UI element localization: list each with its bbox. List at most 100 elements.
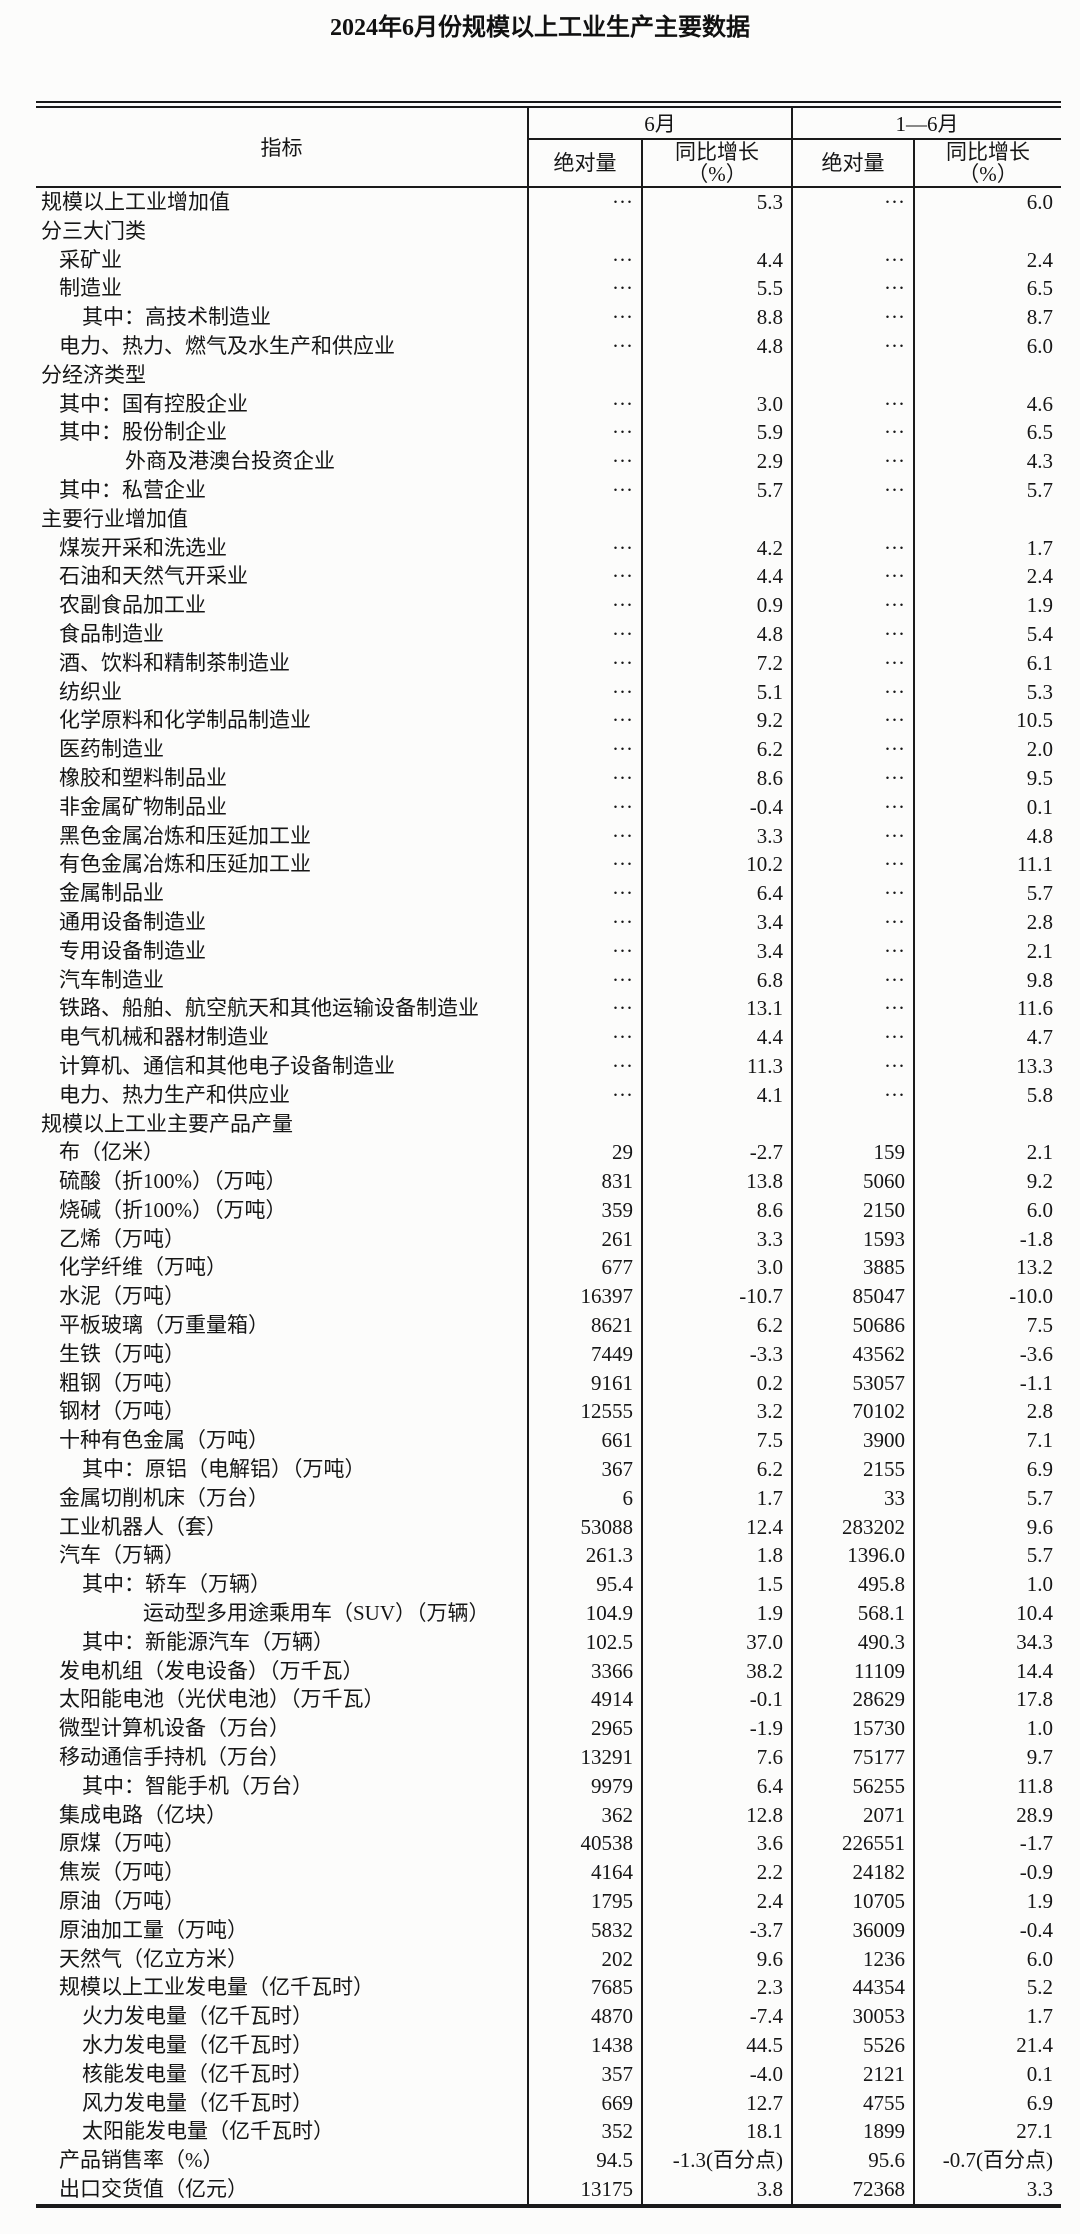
value-cell-june-absolute: 8621 (527, 1311, 642, 1340)
table-row: 电力、热力、燃气及水生产和供应业 ··· 4.8 ··· 6.0 (36, 331, 1061, 361)
indicator-cell: 风力发电量（亿千瓦时） (82, 2090, 313, 2115)
indicator-cell: 分经济类型 (41, 362, 146, 387)
value-cell-june-yoy: 13.1 (641, 994, 792, 1024)
value-cell-cum-absolute (791, 504, 914, 534)
value-cell-cum-absolute: 283202 (791, 1512, 914, 1542)
value-cell-cum-absolute: 4755 (791, 2088, 914, 2118)
value-cell-june-absolute: ··· (527, 965, 642, 995)
value-cell-june-yoy: 4.1 (641, 1080, 792, 1110)
value-cell-cum-absolute: 5526 (791, 2031, 914, 2060)
value-cell-cum-yoy: 2.8 (913, 1397, 1061, 1427)
value-cell-cum-yoy: -1.8 (913, 1224, 1061, 1254)
table-row: 运动型多用途乘用车（SUV）（万辆） 104.9 1.9 568.1 10.4 (36, 1599, 1061, 1628)
indicator-cell: 煤炭开采和洗选业 (59, 535, 227, 560)
value-cell-june-yoy: -3.3 (641, 1339, 792, 1369)
yoy-unit-label: （%） (958, 162, 1018, 186)
value-cell-cum-absolute: ··· (791, 879, 914, 908)
value-cell-june-yoy: 12.8 (641, 1800, 792, 1830)
value-cell-june-absolute: ··· (527, 1080, 642, 1110)
value-cell-june-absolute: ··· (527, 1023, 642, 1052)
value-cell-cum-yoy (913, 504, 1061, 534)
value-cell-june-absolute: 357 (527, 2059, 642, 2089)
value-cell-june-yoy: 4.2 (641, 533, 792, 563)
value-cell-june-yoy: 38.2 (641, 1656, 792, 1686)
table-row: 其中：高技术制造业 ··· 8.8 ··· 8.7 (36, 303, 1061, 332)
value-cell-june-yoy: 3.2 (641, 1397, 792, 1427)
value-cell-june-absolute: ··· (527, 763, 642, 793)
table-row: 水力发电量（亿千瓦时） 1438 44.5 5526 21.4 (36, 2031, 1061, 2060)
indicator-cell: 采矿业 (59, 247, 122, 272)
table-row: 原油（万吨） 1795 2.4 10705 1.9 (36, 1887, 1061, 1916)
value-cell-june-absolute: 7685 (527, 1973, 642, 2003)
indicator-cell: 微型计算机设备（万台） (59, 1716, 290, 1741)
table-row: 乙烯（万吨） 261 3.3 1593 -1.8 (36, 1224, 1061, 1254)
value-cell-cum-absolute: 2121 (791, 2059, 914, 2089)
value-cell-june-yoy: 6.4 (641, 1771, 792, 1801)
table-row: 其中：原铝（电解铝）（万吨） 367 6.2 2155 6.9 (36, 1455, 1061, 1484)
table-row: 通用设备制造业 ··· 3.4 ··· 2.8 (36, 907, 1061, 937)
value-cell-june-yoy: 6.2 (641, 1455, 792, 1484)
indicator-cell: 天然气（亿立方米） (59, 1946, 248, 1971)
indicator-cell: 通用设备制造业 (59, 909, 206, 934)
value-cell-cum-yoy: 6.9 (913, 1455, 1061, 1484)
indicator-cell: 汽车（万辆） (59, 1543, 185, 1568)
value-cell-cum-yoy: 11.1 (913, 850, 1061, 880)
value-cell-cum-yoy: -0.7(百分点) (913, 2146, 1061, 2175)
table-row: 出口交货值（亿元） 13175 3.8 72368 3.3 (36, 2174, 1061, 2206)
value-cell-june-yoy: 2.3 (641, 1973, 792, 2003)
indicator-cell: 电气机械和器材制造业 (59, 1025, 269, 1050)
value-cell-cum-yoy: 5.2 (913, 1973, 1061, 2003)
value-cell-cum-absolute: ··· (791, 763, 914, 793)
value-cell-cum-absolute: ··· (791, 418, 914, 448)
value-cell-june-absolute (527, 504, 642, 534)
value-cell-cum-yoy: 5.8 (913, 1080, 1061, 1110)
value-cell-cum-yoy: 2.4 (913, 562, 1061, 592)
value-cell-cum-yoy: 1.9 (913, 1887, 1061, 1916)
table-row: 采矿业 ··· 4.4 ··· 2.4 (36, 245, 1061, 275)
table-row: 移动通信手持机（万台） 13291 7.6 75177 9.7 (36, 1743, 1061, 1772)
table-row: 石油和天然气开采业 ··· 4.4 ··· 2.4 (36, 562, 1061, 592)
table-row: 硫酸（折100%）（万吨） 831 13.8 5060 9.2 (36, 1167, 1061, 1196)
value-cell-june-yoy: 4.4 (641, 1023, 792, 1052)
value-cell-june-absolute: ··· (527, 187, 642, 217)
value-cell-june-yoy (641, 1109, 792, 1139)
indicator-cell: 布（亿米） (59, 1140, 164, 1165)
value-cell-cum-absolute: 226551 (791, 1829, 914, 1859)
value-cell-cum-yoy: 6.1 (913, 648, 1061, 678)
indicator-cell: 其中：国有控股企业 (59, 391, 248, 416)
value-cell-cum-absolute: 11109 (791, 1656, 914, 1686)
value-cell-cum-absolute: 3900 (791, 1426, 914, 1456)
value-cell-june-yoy: -1.9 (641, 1714, 792, 1744)
value-cell-cum-yoy: 34.3 (913, 1627, 1061, 1657)
table-row: 医药制造业 ··· 6.2 ··· 2.0 (36, 735, 1061, 764)
value-cell-june-yoy: 1.9 (641, 1599, 792, 1628)
indicator-cell: 发电机组（发电设备）（万千瓦） (59, 1658, 364, 1683)
value-cell-cum-yoy: 28.9 (913, 1800, 1061, 1830)
value-cell-june-yoy: 1.5 (641, 1570, 792, 1600)
value-cell-cum-yoy: 21.4 (913, 2031, 1061, 2060)
col-group-jan-jun: 1—6月 (791, 104, 1061, 140)
value-cell-june-absolute: ··· (527, 303, 642, 332)
value-cell-june-yoy: 1.7 (641, 1483, 792, 1513)
value-cell-june-yoy: 12.4 (641, 1512, 792, 1542)
table-row: 其中：轿车（万辆） 95.4 1.5 495.8 1.0 (36, 1570, 1061, 1600)
value-cell-cum-absolute: 72368 (791, 2174, 914, 2206)
value-cell-cum-yoy: -1.7 (913, 1829, 1061, 1859)
indicator-cell: 原油加工量（万吨） (59, 1917, 248, 1942)
indicator-cell: 其中：高技术制造业 (82, 305, 271, 330)
indicator-cell: 其中：股份制企业 (59, 420, 227, 445)
table-row: 其中：私营企业 ··· 5.7 ··· 5.7 (36, 475, 1061, 505)
indicator-cell: 食品制造业 (59, 621, 164, 646)
value-cell-cum-absolute: 490.3 (791, 1627, 914, 1657)
col-header-cum-absolute: 绝对量 (791, 139, 914, 188)
value-cell-cum-absolute: 50686 (791, 1311, 914, 1340)
table-row: 原油加工量（万吨） 5832 -3.7 36009 -0.4 (36, 1915, 1061, 1945)
value-cell-cum-yoy: 5.7 (913, 1483, 1061, 1513)
table-row: 专用设备制造业 ··· 3.4 ··· 2.1 (36, 936, 1061, 966)
value-cell-cum-absolute: 70102 (791, 1397, 914, 1427)
value-cell-june-absolute: 2965 (527, 1714, 642, 1744)
value-cell-cum-absolute: 1593 (791, 1224, 914, 1254)
value-cell-cum-absolute: ··· (791, 677, 914, 707)
value-cell-cum-absolute: ··· (791, 245, 914, 275)
value-cell-june-absolute: ··· (527, 475, 642, 505)
